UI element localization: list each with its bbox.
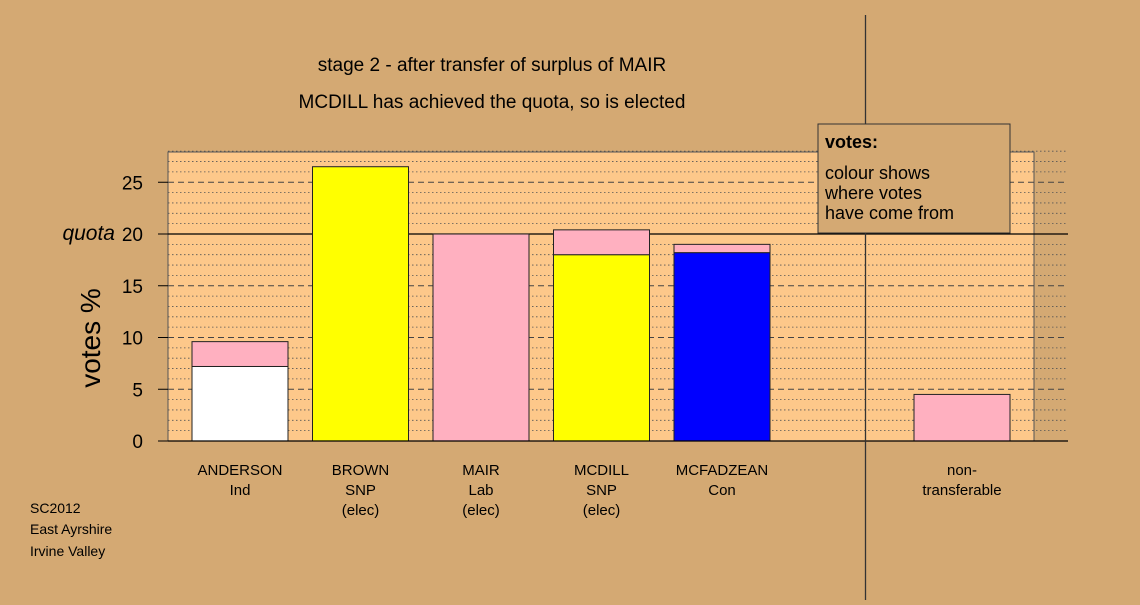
legend: votes: colour shows where votes have com… [817,123,1011,234]
legend-line-3: have come from [825,203,954,223]
category-status: (elec) [583,502,621,519]
category-name: MCFADZEAN [676,462,769,479]
source-line-2: East Ayrshire [30,521,112,537]
category-status: (elec) [462,502,500,519]
category-nontransferable-line-2: transferable [922,482,1001,499]
category-party: Ind [230,482,251,499]
y-axis: 0 5 10 15 20 25 [122,173,168,453]
bar-mcfadzean-segment-2 [673,243,771,254]
y-tick-label: 20 [122,225,143,246]
legend-title: votes: [825,132,878,152]
source-line-1: SC2012 [30,500,81,516]
category-name: MAIR [462,462,500,479]
y-axis-label: votes % [75,288,106,388]
y-tick-label: 25 [122,173,143,194]
bar-mair-segment-1 [432,233,530,442]
y-tick-label: 0 [132,432,143,453]
category-name: MCDILL [574,462,629,479]
bar-anderson-segment-2 [191,341,289,367]
category-labels: ANDERSON Ind BROWN SNP (elec) MAIR Lab (elec) MC… [197,462,1001,519]
y-tick-label: 10 [122,329,143,350]
y-tick-label: 15 [122,277,143,298]
quota-label: quota [62,222,115,245]
category-name: BROWN [332,462,390,479]
chart-subtitle: MCDILL has achieved the quota, so is ele… [299,92,686,113]
legend-line-2: where votes [824,183,922,203]
chart-title: stage 2 - after transfer of surplus of M… [318,55,666,76]
bar-nontransferable-segment-1 [913,393,1011,442]
bars-group [191,166,1011,442]
source-line-3: Irvine Valley [30,543,105,559]
category-party: Lab [468,482,493,499]
bar-brown-segment-1 [312,166,409,442]
category-party: SNP [345,482,376,499]
legend-line-1: colour shows [825,163,930,183]
category-status: (elec) [342,502,380,519]
category-party: Con [708,482,736,499]
category-name: ANDERSON [197,462,282,479]
bar-anderson-segment-1 [191,365,289,442]
category-party: SNP [586,482,617,499]
bar-mcfadzean-segment-1 [673,252,771,442]
legend-box [817,123,1011,234]
y-tick-label: 5 [132,380,143,401]
bar-mcdill-segment-1 [553,254,650,442]
category-nontransferable-line-1: non- [947,462,977,479]
bar-mcdill-segment-2 [553,229,650,256]
